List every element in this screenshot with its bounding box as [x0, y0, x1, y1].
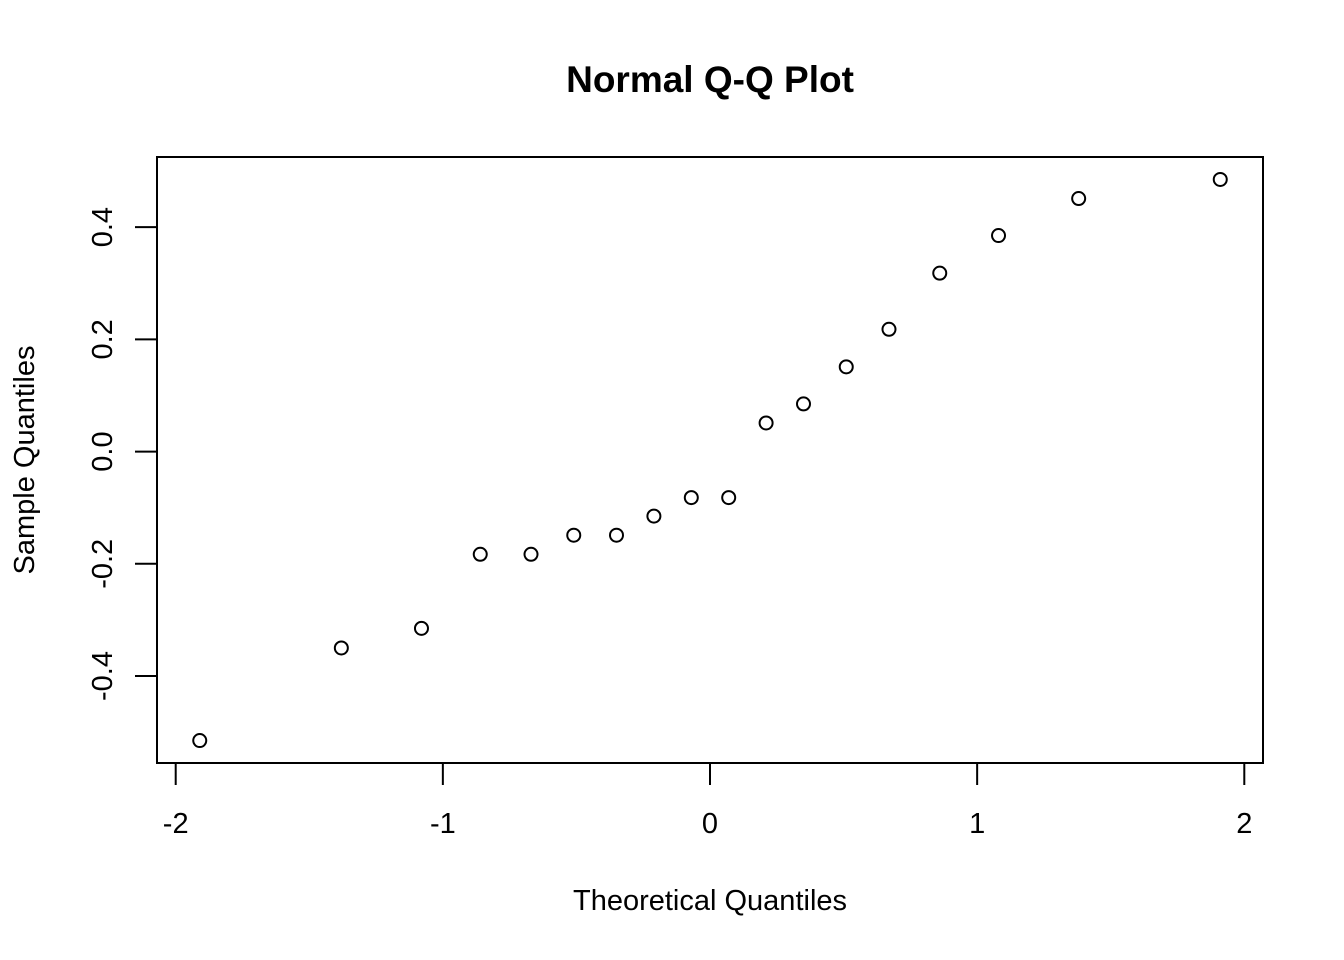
data-point [523, 546, 539, 562]
data-point [721, 490, 737, 506]
x-tick-label: -2 [163, 808, 189, 840]
y-tick-label: 0.0 [87, 431, 119, 471]
y-axis: -0.4 -0.2 0.0 0.2 0.4 [87, 207, 158, 701]
y-tick-label: -0.4 [87, 651, 119, 701]
x-axis-label: Theoretical Quantiles [573, 885, 847, 917]
data-point [932, 265, 948, 281]
data-point [881, 321, 897, 337]
y-tick-label: -0.2 [87, 539, 119, 589]
data-point [1071, 191, 1087, 207]
y-tick-label: 0.4 [87, 207, 119, 247]
data-point [413, 620, 429, 636]
plot-frame [156, 156, 1264, 764]
y-axis-label: Sample Quantiles [9, 346, 41, 575]
data-point [608, 527, 624, 543]
data-points [192, 171, 1228, 749]
data-point [1212, 171, 1228, 187]
data-point [192, 733, 208, 749]
y-tick-label: 0.2 [87, 319, 119, 359]
x-tick-label: -1 [430, 808, 456, 840]
x-tick-label: 2 [1236, 808, 1252, 840]
data-point [683, 490, 699, 506]
data-point [333, 640, 349, 656]
chart-title: Normal Q-Q Plot [566, 59, 854, 100]
x-tick-label: 0 [702, 808, 718, 840]
data-point [472, 546, 488, 562]
x-tick-label: 1 [969, 808, 985, 840]
data-point [838, 359, 854, 375]
data-point [566, 527, 582, 543]
x-axis: -2 -1 0 1 2 [163, 762, 1252, 840]
data-point [796, 396, 812, 412]
data-point [646, 508, 662, 524]
data-point [758, 415, 774, 431]
data-point [991, 228, 1007, 244]
